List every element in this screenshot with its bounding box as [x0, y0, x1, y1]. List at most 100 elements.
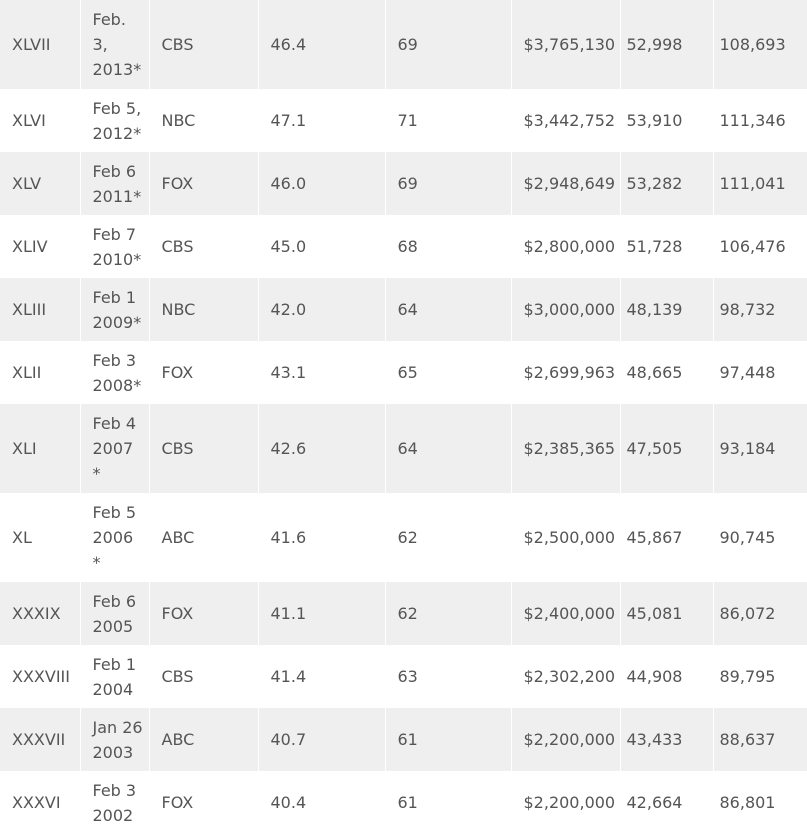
ad-cost-cell: $3,765,130 [511, 0, 621, 89]
date-line: 3, [92, 35, 108, 54]
date-line: 2011* [92, 186, 142, 206]
rating-cell: 45.0 [258, 215, 386, 278]
table-row: XLVII Feb. 3, 2013* CBS 46.4 69 $3,765,130 52,99… [0, 0, 807, 89]
ad-cost-cell: $2,500,000 [511, 493, 621, 582]
numeral-cell: XLIV [0, 215, 81, 278]
column-8-cell: 111,041 [713, 152, 807, 215]
ad-cost-cell: $3,000,000 [511, 278, 621, 341]
date-line: Feb 5, [92, 98, 142, 118]
table-row: XLII Feb 3 2008* FOX 43.1 65 $2,699,963 48,665 9… [0, 341, 807, 404]
rating-cell: 40.4 [258, 771, 386, 834]
column-7-cell: 45,081 [620, 582, 714, 645]
ad-cost-cell: $2,200,000 [511, 708, 621, 771]
column-8-cell: 106,476 [713, 215, 807, 278]
column-8-cell: 90,745 [713, 493, 807, 582]
network-cell: FOX [149, 771, 259, 834]
column-7-cell: 52,998 [620, 0, 714, 89]
network-cell: FOX [149, 582, 259, 645]
ad-cost-cell: $2,948,649 [511, 152, 621, 215]
date-cell: Feb 1 2009* [80, 278, 150, 341]
ad-cost-cell: $2,200,000 [511, 771, 621, 834]
share-cell: 61 [385, 771, 512, 834]
table-row: XL Feb 5 2006 * ABC 41.6 62 $2,500,000 45,867 90,… [0, 493, 807, 582]
date-line: Feb 3 [92, 350, 137, 370]
date-line: Feb 6 [92, 161, 137, 181]
network-cell: CBS [149, 645, 259, 708]
date-cell: Feb. 3, 2013* [80, 0, 150, 89]
table-row: XLV Feb 6 2011* FOX 46.0 69 $2,948,649 53,282 11… [0, 152, 807, 215]
numeral-cell: XL [0, 493, 81, 582]
numeral-cell: XLII [0, 341, 81, 404]
share-cell: 71 [385, 89, 512, 152]
date-cell: Feb 5, 2012* [80, 89, 150, 152]
network-cell: ABC [149, 493, 259, 582]
ad-cost-cell: $2,400,000 [511, 582, 621, 645]
date-cell: Feb 7 2010* [80, 215, 150, 278]
ad-cost-cell: $2,699,963 [511, 341, 621, 404]
column-8-cell: 93,184 [713, 404, 807, 493]
numeral-cell: XXXVIII [0, 645, 81, 708]
column-7-cell: 42,664 [620, 771, 714, 834]
date-cell: Feb 3 2008* [80, 341, 150, 404]
numeral-cell: XLVII [0, 0, 81, 89]
rating-cell: 41.6 [258, 493, 386, 582]
ad-cost-cell: $3,442,752 [511, 89, 621, 152]
rating-cell: 42.0 [258, 278, 386, 341]
numeral-cell: XXXVII [0, 708, 81, 771]
network-cell: CBS [149, 215, 259, 278]
column-7-cell: 53,282 [620, 152, 714, 215]
date-line: 2009* [92, 312, 142, 332]
date-line: Feb 6 [92, 591, 137, 611]
date-line: Feb. [92, 10, 126, 29]
network-cell: NBC [149, 89, 259, 152]
rating-cell: 47.1 [258, 89, 386, 152]
numeral-cell: XLV [0, 152, 81, 215]
rating-cell: 40.7 [258, 708, 386, 771]
date-line: Feb 4 [92, 414, 137, 433]
share-cell: 61 [385, 708, 512, 771]
date-line: Jan 26 [92, 717, 143, 737]
column-8-cell: 86,801 [713, 771, 807, 834]
column-7-cell: 44,908 [620, 645, 714, 708]
rating-cell: 46.4 [258, 0, 386, 89]
numeral-cell: XXXIX [0, 582, 81, 645]
table-row: XXXVII Jan 26 2003 ABC 40.7 61 $2,200,000 43,43… [0, 708, 807, 771]
network-cell: CBS [149, 0, 259, 89]
column-8-cell: 97,448 [713, 341, 807, 404]
date-line: 2013* [92, 60, 142, 79]
ad-cost-cell: $2,800,000 [511, 215, 621, 278]
share-cell: 64 [385, 404, 512, 493]
table-row: XLIII Feb 1 2009* NBC 42.0 64 $3,000,000 48,139… [0, 278, 807, 341]
date-line: Feb 1 [92, 654, 137, 674]
table-row: XXXVI Feb 3 2002 FOX 40.4 61 $2,200,000 42,664 8… [0, 771, 807, 834]
network-cell: ABC [149, 708, 259, 771]
date-cell: Feb 1 2004 [80, 645, 150, 708]
date-line: 2004 [92, 679, 134, 699]
numeral-cell: XLVI [0, 89, 81, 152]
share-cell: 62 [385, 582, 512, 645]
column-7-cell: 43,433 [620, 708, 714, 771]
column-8-cell: 98,732 [713, 278, 807, 341]
column-7-cell: 48,139 [620, 278, 714, 341]
share-cell: 64 [385, 278, 512, 341]
ad-cost-cell: $2,385,365 [511, 404, 621, 493]
date-cell: Feb 5 2006 * [80, 493, 150, 582]
date-cell: Feb 3 2002 [80, 771, 150, 834]
date-cell: Feb 6 2005 [80, 582, 150, 645]
table-row: XXXVIII Feb 1 2004 CBS 41.4 63 $2,302,200 44,90… [0, 645, 807, 708]
column-8-cell: 108,693 [713, 0, 807, 89]
column-7-cell: 47,505 [620, 404, 714, 493]
date-line: 2003 [92, 742, 134, 762]
column-7-cell: 51,728 [620, 215, 714, 278]
date-line: * [92, 464, 101, 483]
column-8-cell: 86,072 [713, 582, 807, 645]
date-cell: Feb 4 2007 * [80, 404, 150, 493]
share-cell: 62 [385, 493, 512, 582]
ad-cost-cell: $2,302,200 [511, 645, 621, 708]
column-8-cell: 111,346 [713, 89, 807, 152]
network-cell: FOX [149, 341, 259, 404]
column-8-cell: 89,795 [713, 645, 807, 708]
